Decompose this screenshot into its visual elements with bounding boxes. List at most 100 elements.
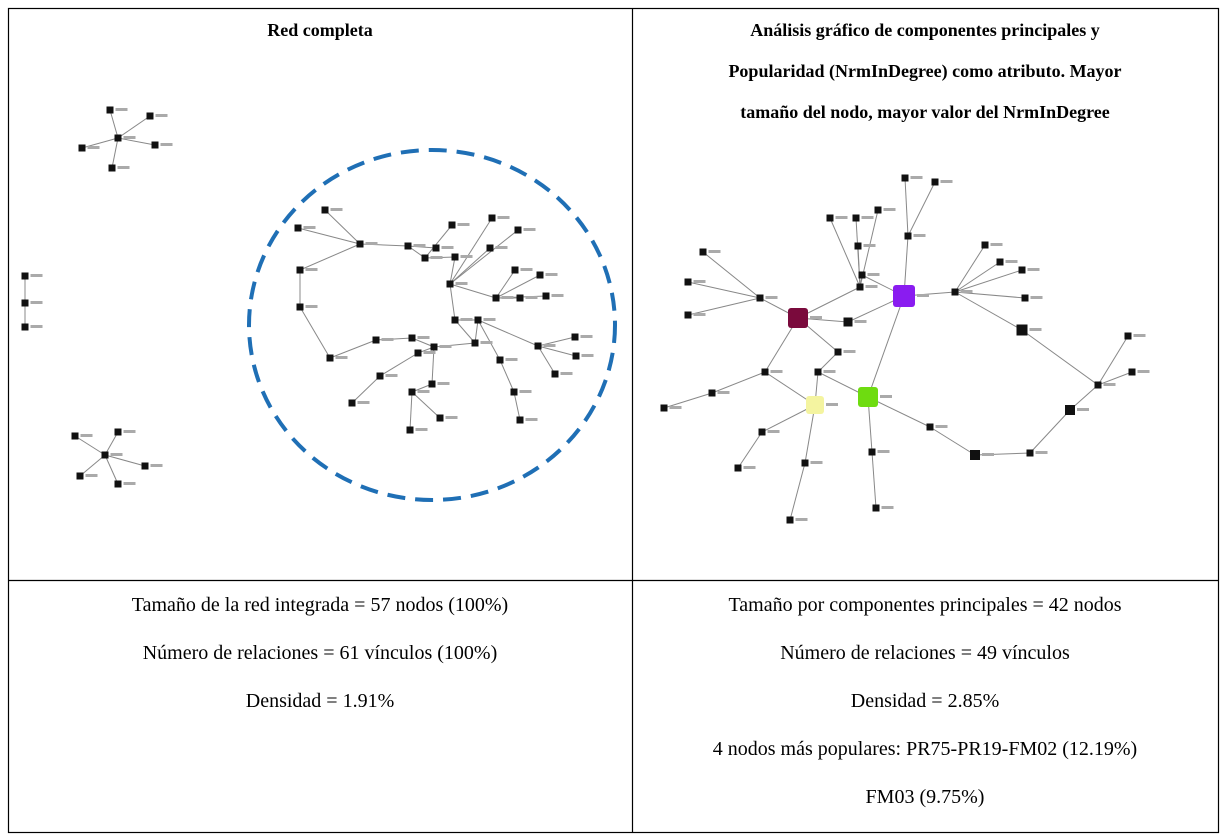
edge [375,337,413,341]
node [572,352,580,360]
node [511,266,519,274]
node [430,343,438,351]
node-label [1005,260,1018,263]
node-label [457,223,470,226]
node [542,292,550,300]
edge [104,454,119,485]
edge [297,227,361,245]
node-label [115,108,128,111]
node [408,388,416,396]
edge [299,306,331,359]
node-label [365,242,378,245]
edge [411,391,441,419]
node-label [501,296,514,299]
edge [449,283,497,299]
edge [904,177,909,237]
node-label [155,114,168,117]
edge [871,451,877,509]
node-label [123,136,136,139]
node-label [455,282,468,285]
node-label [717,391,730,394]
node-label [480,341,493,344]
node-label [303,226,316,229]
node [516,416,524,424]
node [474,316,482,324]
edge [663,392,713,409]
node [858,387,878,407]
node [151,141,159,149]
node-label [1137,370,1150,373]
node [451,316,459,324]
node-label [123,482,136,485]
node [931,178,939,186]
node-label [483,318,496,321]
node [901,174,909,182]
node-label [560,372,573,375]
node-label [880,395,892,398]
node [486,244,494,252]
node [858,271,866,279]
node [834,348,842,356]
node-label [863,244,876,247]
edge [409,391,413,431]
node-label [381,338,394,341]
edge [687,297,761,316]
node-label [525,418,538,421]
node-label [669,406,682,409]
node [826,214,834,222]
edge [1029,409,1071,454]
node [432,244,440,252]
node [814,368,822,376]
node-label [1103,383,1116,386]
node-label [413,244,426,247]
node-label [708,250,721,253]
node-label [417,390,430,393]
node-label [1030,296,1043,299]
left-title: Red completa [267,20,373,40]
network-left [21,106,594,488]
edge [449,217,493,285]
edge [954,291,1023,331]
table-borders [7,7,1220,834]
node [296,303,304,311]
node-label [497,216,510,219]
node [348,399,356,407]
edge [537,345,577,357]
node-label [30,325,43,328]
node [471,339,479,347]
node-label [495,246,508,249]
node [536,271,544,279]
node-label [1027,268,1040,271]
edge [329,339,377,359]
edge [424,224,453,259]
node [21,323,29,331]
node-label [743,466,756,469]
edge [449,256,456,285]
node-label [417,336,430,339]
node [78,144,86,152]
edge [929,426,976,456]
node-label [823,370,836,373]
edge [411,337,435,348]
edge [324,209,361,245]
edge [537,345,556,375]
edge [74,435,106,456]
node-label [810,461,823,464]
edge [104,431,119,456]
node-label [795,518,808,521]
node [372,336,380,344]
node [141,462,149,470]
node [114,428,122,436]
edge [81,137,119,149]
node [321,206,329,214]
node [492,294,500,302]
node-label [693,280,706,283]
node [981,241,989,249]
node [114,134,122,142]
node-label [1029,328,1042,331]
node-label [439,345,452,348]
node [428,380,436,388]
node-label [519,390,532,393]
edge [477,319,501,361]
node [21,299,29,307]
